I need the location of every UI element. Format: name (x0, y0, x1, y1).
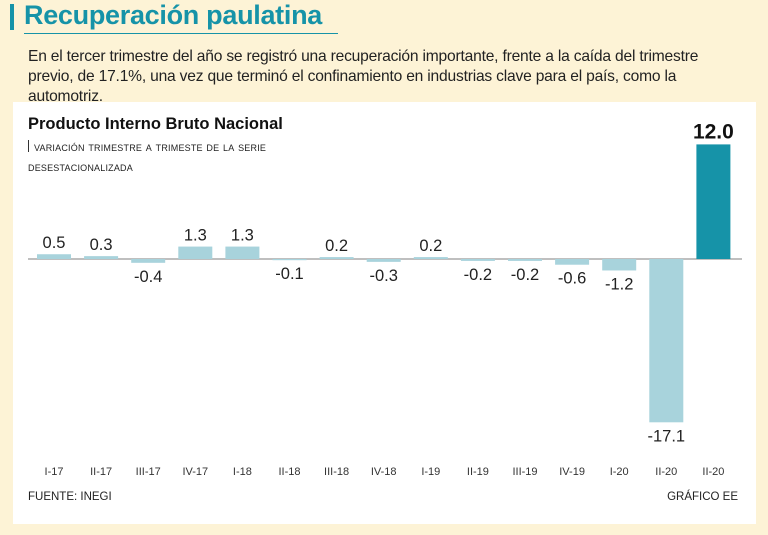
value-label-11: -0.6 (558, 270, 586, 288)
category-label-13: II-20 (655, 466, 677, 478)
category-label-6: III-18 (324, 466, 349, 478)
value-label-8: 0.2 (419, 237, 442, 255)
bar-5 (272, 259, 307, 261)
bar-4 (225, 246, 260, 259)
category-label-14: II-20 (702, 466, 724, 478)
bar-3 (178, 246, 213, 259)
bar-14 (696, 144, 731, 259)
value-label-14: 12.0 (693, 120, 734, 143)
bar-9 (460, 259, 495, 261)
bar-1 (84, 256, 119, 259)
chart-panel (13, 102, 756, 524)
value-label-3: 1.3 (184, 227, 207, 245)
category-label-0: I-17 (45, 466, 64, 478)
headline: Recuperación paulatina (24, 0, 322, 30)
chart-subtitle-line2: desestacionalizada (28, 160, 133, 174)
category-label-7: IV-18 (371, 466, 397, 478)
headline-rule (24, 33, 338, 34)
bar-7 (366, 259, 401, 262)
deck-text: En el tercer trimestre del año se regist… (28, 48, 699, 105)
title-accent-bar (10, 4, 14, 30)
value-label-9: -0.2 (464, 266, 492, 284)
value-label-2: -0.4 (134, 268, 162, 286)
source-note: FUENTE: INEGI (28, 491, 112, 503)
value-label-7: -0.3 (369, 267, 397, 285)
category-label-9: II-19 (467, 466, 489, 478)
category-label-8: I-19 (421, 466, 440, 478)
bar-2 (131, 259, 166, 263)
value-label-0: 0.5 (43, 234, 66, 252)
value-label-10: -0.2 (511, 266, 539, 284)
value-label-6: 0.2 (325, 237, 348, 255)
graphic-credit: GRÁFICO EE (667, 491, 738, 503)
chart-subtitle: Variación trimestre a trimeste de la ser… (28, 137, 334, 177)
value-label-13: -17.1 (647, 427, 685, 445)
category-label-4: I-18 (233, 466, 252, 478)
value-label-12: -1.2 (605, 275, 633, 293)
category-label-1: II-17 (90, 466, 112, 478)
category-label-3: IV-17 (182, 466, 208, 478)
category-label-10: III-19 (512, 466, 537, 478)
bar-10 (508, 259, 542, 261)
chart-subtitle-line1: Variación trimestre a trimeste de la ser… (34, 140, 267, 154)
subtitle-marker (28, 140, 29, 152)
chart-title: Producto Interno Bruto Nacional (28, 115, 283, 133)
value-label-1: 0.3 (90, 236, 113, 254)
bar-8 (413, 257, 448, 259)
category-label-2: III-17 (136, 466, 161, 478)
value-label-5: -0.1 (275, 265, 303, 283)
bar-11 (555, 259, 590, 265)
category-label-12: I-20 (610, 466, 629, 478)
category-label-5: II-18 (278, 466, 300, 478)
value-label-4: 1.3 (231, 227, 254, 245)
bar-13 (649, 259, 684, 423)
bar-6 (319, 257, 354, 259)
bar-12 (602, 259, 637, 271)
category-label-11: IV-19 (559, 466, 585, 478)
bar-0 (37, 254, 71, 259)
